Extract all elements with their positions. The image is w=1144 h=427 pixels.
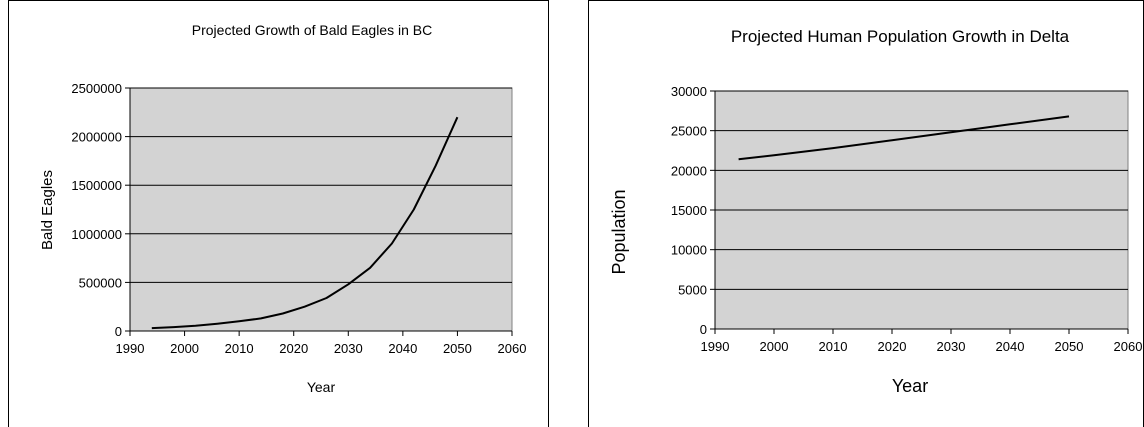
x-tick-label: 2030 xyxy=(334,341,363,356)
panel-border-top xyxy=(8,0,549,1)
x-tick-label: 2060 xyxy=(1114,339,1143,354)
x-tick-label: 2000 xyxy=(760,339,789,354)
x-axis-label: Year xyxy=(892,376,928,396)
y-tick-label: 2500000 xyxy=(71,81,122,96)
x-tick-label: 2000 xyxy=(170,341,199,356)
delta-population-chart: Projected Human Population Growth in Del… xyxy=(609,27,1143,396)
y-tick-label: 5000 xyxy=(678,282,707,297)
x-tick-label: 2040 xyxy=(996,339,1025,354)
chart-title: Projected Human Population Growth in Del… xyxy=(731,27,1070,46)
series-line xyxy=(738,115,1070,161)
x-tick-label: 2040 xyxy=(388,341,417,356)
chart-title: Projected Growth of Bald Eagles in BC xyxy=(192,22,432,38)
x-tick-label: 1990 xyxy=(116,341,145,356)
panel-border-left xyxy=(8,0,9,427)
x-tick-label: 2020 xyxy=(279,341,308,356)
bald-eagles-chart: Projected Growth of Bald Eagles in BC Ye… xyxy=(39,22,527,395)
x-tick-label: 2010 xyxy=(225,341,254,356)
x-axis-label: Year xyxy=(307,379,336,395)
panel-border-top xyxy=(588,0,1144,1)
x-tick-label: 2020 xyxy=(878,339,907,354)
y-tick-label: 15000 xyxy=(671,203,707,218)
y-tick-label: 10000 xyxy=(671,243,707,258)
y-tick-label: 1500000 xyxy=(71,178,122,193)
y-tick-label: 500000 xyxy=(79,275,122,290)
x-tick-label: 2050 xyxy=(1055,339,1084,354)
y-axis-label: Bald Eagles xyxy=(39,170,56,250)
x-tick-label: 2010 xyxy=(819,339,848,354)
y-tick-label: 0 xyxy=(115,324,122,339)
y-tick-label: 2000000 xyxy=(71,130,122,145)
x-tick-label: 2030 xyxy=(937,339,966,354)
panel-border-left xyxy=(588,0,589,427)
y-tick-label: 30000 xyxy=(671,84,707,99)
plot-area-group xyxy=(710,90,1129,334)
series-line xyxy=(151,116,459,330)
chart-panel-delta-population: Projected Human Population Growth in Del… xyxy=(580,0,1144,427)
chart-panel-bald-eagles: Projected Growth of Bald Eagles in BC Ye… xyxy=(0,0,550,427)
y-axis-label: Population xyxy=(609,189,629,274)
x-tick-label: 2060 xyxy=(498,341,527,356)
y-tick-label: 25000 xyxy=(671,124,707,139)
x-tick-label: 2050 xyxy=(443,341,472,356)
x-tick-label: 1990 xyxy=(701,339,730,354)
panel-border-right xyxy=(548,0,549,427)
y-tick-label: 0 xyxy=(700,322,707,337)
y-tick-label: 1000000 xyxy=(71,227,122,242)
plot-area-group xyxy=(125,87,513,336)
y-tick-label: 20000 xyxy=(671,163,707,178)
